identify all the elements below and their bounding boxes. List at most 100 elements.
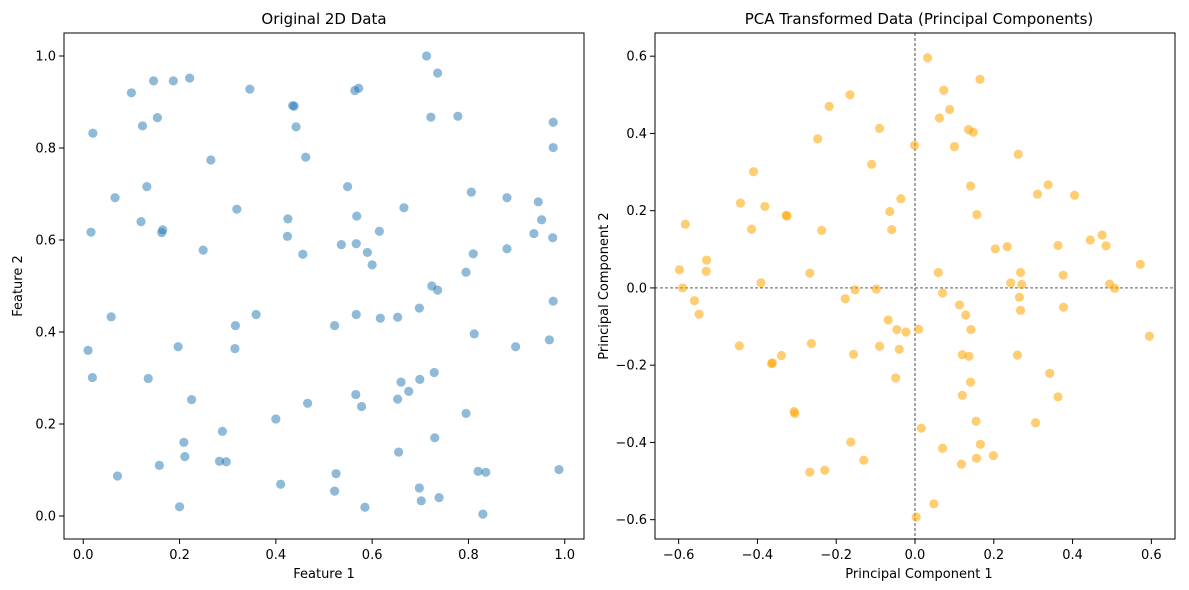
data-point <box>1053 240 1063 251</box>
x-tick-label: 0.6 <box>362 548 383 563</box>
data-point <box>179 437 189 447</box>
data-point <box>548 142 558 153</box>
data-point <box>874 123 885 134</box>
data-point <box>143 373 153 384</box>
x-tick-label: −0.2 <box>820 548 852 563</box>
data-point <box>677 283 688 293</box>
data-point <box>537 215 547 225</box>
data-point <box>393 394 403 404</box>
data-point <box>554 464 564 475</box>
data-point <box>404 386 414 396</box>
x-tick-label: 0.0 <box>905 548 926 563</box>
data-point <box>360 502 370 512</box>
data-point <box>367 260 377 270</box>
data-point <box>303 398 313 408</box>
data-point <box>136 217 146 227</box>
x-axis-label: Principal Component 1 <box>845 567 992 582</box>
data-point <box>971 453 982 463</box>
data-point <box>965 181 976 191</box>
data-point <box>1013 149 1023 159</box>
data-point <box>971 416 981 426</box>
data-point <box>416 496 426 506</box>
data-point <box>1135 259 1145 269</box>
data-point <box>871 284 881 294</box>
data-point <box>399 203 409 213</box>
y-axis-label: Principal Component 2 <box>597 212 612 359</box>
data-point <box>701 266 711 276</box>
data-point <box>956 459 967 469</box>
data-point <box>230 343 240 354</box>
data-point <box>1006 278 1016 288</box>
x-tick-label: 0.4 <box>266 548 287 563</box>
data-point <box>901 327 911 337</box>
data-point <box>396 377 406 387</box>
data-point <box>362 247 372 258</box>
data-point <box>891 373 901 383</box>
data-point <box>1015 267 1026 278</box>
scatter-points <box>83 51 564 519</box>
data-point <box>966 325 976 335</box>
data-point <box>148 76 159 86</box>
data-point <box>964 351 974 361</box>
data-point <box>466 187 476 197</box>
x-tick-label: 0.2 <box>169 548 190 563</box>
data-point <box>83 345 93 355</box>
x-tick-label: 0.4 <box>1062 548 1083 563</box>
x-tick-label: 0.6 <box>1141 548 1162 563</box>
data-point <box>702 255 712 265</box>
data-point <box>230 320 241 331</box>
data-point <box>1030 418 1041 428</box>
data-point <box>291 122 301 132</box>
data-point <box>110 193 120 203</box>
data-point <box>502 193 512 203</box>
data-point <box>735 198 746 208</box>
x-tick-label: 0.0 <box>73 548 94 563</box>
data-point <box>511 342 521 352</box>
y-axis-ticks: −0.6 −0.4 −0.2 0.0 0.2 0.4 0.6 <box>615 50 655 528</box>
data-point <box>1002 242 1012 252</box>
data-point <box>846 437 856 447</box>
x-tick-label: −0.6 <box>663 548 695 563</box>
data-point <box>276 479 286 489</box>
data-point <box>394 447 404 457</box>
data-point <box>840 294 850 304</box>
x-axis-label: Feature 1 <box>293 567 355 582</box>
data-point <box>813 134 823 144</box>
data-point <box>734 341 744 351</box>
data-point <box>820 465 830 475</box>
chart-title: PCA Transformed Data (Principal Componen… <box>745 10 1094 28</box>
data-point <box>923 53 933 63</box>
y-tick-label: 0.0 <box>626 281 647 296</box>
x-tick-label: 0.2 <box>983 548 1004 563</box>
data-point <box>426 112 436 122</box>
x-tick-label: 0.8 <box>458 548 479 563</box>
data-point <box>746 224 757 234</box>
data-point <box>896 194 906 204</box>
y-tick-label: 0.4 <box>626 127 647 142</box>
y-tick-label: 0.6 <box>626 50 647 65</box>
data-point <box>180 452 190 462</box>
data-point <box>910 140 920 151</box>
data-point <box>354 83 364 93</box>
data-point <box>929 499 939 509</box>
data-point <box>282 231 293 241</box>
data-point <box>1015 305 1026 315</box>
y-axis-label: Feature 2 <box>11 255 26 317</box>
data-point <box>817 225 827 235</box>
data-point <box>393 312 403 322</box>
data-point <box>198 245 208 255</box>
data-point <box>939 85 949 95</box>
y-tick-label: 1.0 <box>35 50 56 65</box>
y-tick-label: 0.6 <box>35 234 56 249</box>
data-point <box>329 320 340 331</box>
scatter-points <box>674 53 1154 522</box>
data-point <box>174 502 185 512</box>
data-point <box>933 267 943 278</box>
data-point <box>767 359 777 369</box>
data-point <box>1012 350 1023 360</box>
data-point <box>756 278 766 288</box>
data-point <box>848 349 859 359</box>
data-point <box>481 467 491 477</box>
data-point <box>805 467 815 477</box>
data-point <box>329 486 340 496</box>
